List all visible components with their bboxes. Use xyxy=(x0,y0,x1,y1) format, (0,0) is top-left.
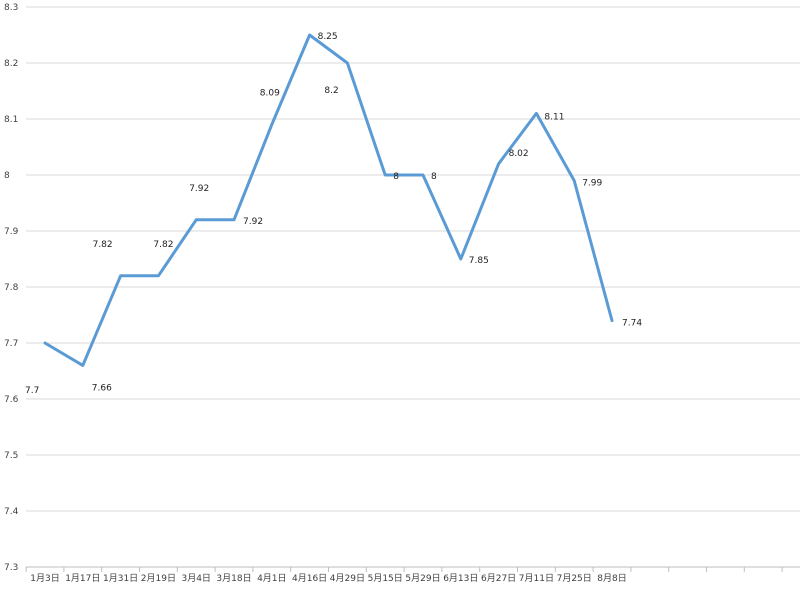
x-tick-label: 4月1日 xyxy=(257,573,286,584)
data-label: 8.09 xyxy=(260,89,280,99)
data-label: 8.25 xyxy=(318,32,338,42)
data-label: 7.82 xyxy=(93,240,113,250)
x-tick-label: 2月19日 xyxy=(141,573,176,584)
data-labels: 7.7 7.66 7.82 7.82 7.92 7.92 8.09 8.25 8.2 8 8 7.85… xyxy=(25,32,642,396)
data-label: 8.11 xyxy=(544,112,564,122)
y-tick-label: 8.1 xyxy=(4,115,18,125)
x-tick-label: 5月29日 xyxy=(405,573,440,584)
y-tick-label: 7.6 xyxy=(4,395,19,405)
y-tick-label: 7.4 xyxy=(4,507,19,517)
data-label: 7.99 xyxy=(582,179,602,189)
y-axis: 7.3 7.4 7.5 7.6 7.7 7.8 7.9 8 8.1 8.2 8.3 xyxy=(4,3,19,573)
x-tick-label: 1月3日 xyxy=(30,573,59,584)
data-label: 8.2 xyxy=(324,86,338,96)
x-tick-label: 4月29日 xyxy=(330,573,365,584)
x-tick-label: 1月31日 xyxy=(103,573,138,584)
data-label: 7.66 xyxy=(92,383,112,393)
data-label: 8.02 xyxy=(509,149,529,159)
x-tick-label: 7月11日 xyxy=(519,573,554,584)
data-label: 8 xyxy=(393,172,399,182)
x-axis: 1月3日 1月17日 1月31日 2月19日 3月4日 3月18日 4月1日 4月16日 4月2… xyxy=(25,567,783,584)
x-tick-label: 7月25日 xyxy=(557,573,592,584)
gridlines xyxy=(26,6,800,568)
series-group xyxy=(43,33,614,367)
x-tick-label: 3月18日 xyxy=(216,573,251,584)
y-tick-label: 8 xyxy=(4,171,10,181)
x-tick-label: 3月4日 xyxy=(181,573,210,584)
series-line xyxy=(43,33,614,367)
x-tick-label: 6月13日 xyxy=(443,573,478,584)
y-tick-label: 7.9 xyxy=(4,227,19,237)
data-label: 7.85 xyxy=(469,256,489,266)
data-label: 7.92 xyxy=(243,217,263,227)
data-label: 7.7 xyxy=(25,386,39,396)
y-tick-label: 8.3 xyxy=(4,3,18,13)
data-label: 7.92 xyxy=(189,184,209,194)
y-tick-label: 7.5 xyxy=(4,451,18,461)
data-label: 8 xyxy=(431,172,437,182)
x-tick-label: 8月8日 xyxy=(597,573,626,584)
y-tick-label: 8.2 xyxy=(4,59,18,69)
data-label: 7.74 xyxy=(622,319,642,329)
y-tick-label: 7.8 xyxy=(4,283,19,293)
y-tick-label: 7.3 xyxy=(4,563,18,573)
x-tick-label: 5月15日 xyxy=(368,573,403,584)
x-tick-label: 1月17日 xyxy=(65,573,100,584)
y-tick-label: 7.7 xyxy=(4,339,18,349)
x-tick-label: 6月27日 xyxy=(481,573,516,584)
x-tick-label: 4月16日 xyxy=(292,573,327,584)
data-label: 7.82 xyxy=(153,240,173,250)
